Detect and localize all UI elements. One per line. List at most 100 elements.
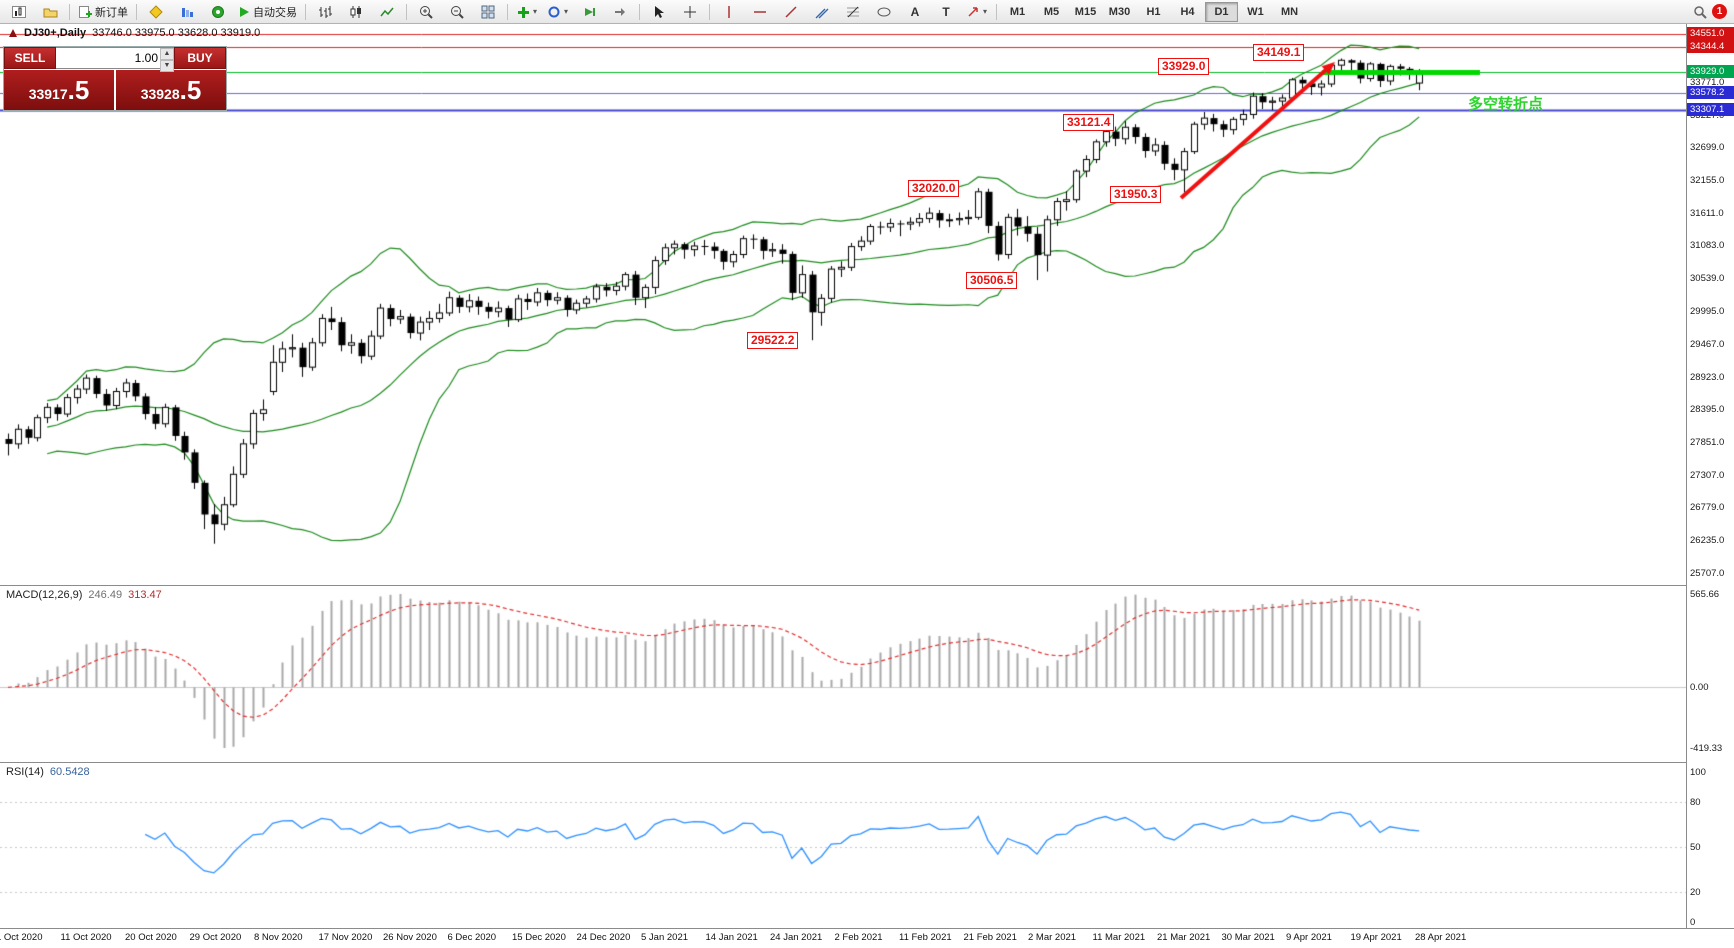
timeframe-button-m30[interactable]: M30: [1108, 5, 1131, 18]
rsi-indicator-label: RSI(14) 60.5428: [6, 766, 90, 778]
sell-button[interactable]: SELL: [4, 47, 56, 69]
price-callout[interactable]: 32020.0: [908, 180, 960, 197]
price-axis-tick: 29467.0: [1690, 338, 1725, 350]
channel-tool[interactable]: [807, 1, 837, 23]
zoom-out-button[interactable]: [442, 1, 472, 23]
timeframe-button-d1[interactable]: D1: [1205, 1, 1238, 22]
timeframe-button-h4[interactable]: H4: [1180, 5, 1195, 18]
line-chart-icon: [380, 7, 394, 16]
buy-price-base: 33928: [140, 86, 180, 102]
terminal-button[interactable]: [203, 1, 233, 23]
time-axis[interactable]: 1 Oct 2020 11 Oct 2020 20 Oct 2020 29 Oct 2…: [0, 929, 1686, 948]
trendline-tool[interactable]: [776, 1, 806, 23]
autotrade-button[interactable]: 自动交易: [234, 1, 301, 23]
price-callout[interactable]: 33121.4: [1063, 114, 1115, 131]
toolbar-separator: [406, 3, 407, 20]
autotrade-label: 自动交易: [253, 6, 297, 19]
auto-scroll-button[interactable]: [574, 1, 604, 23]
time-axis-label: 1 Oct 2020: [0, 932, 43, 943]
arrows-dropdown[interactable]: ▾: [962, 1, 992, 23]
vertical-line-tool[interactable]: [714, 1, 744, 23]
new-chart-button[interactable]: [4, 1, 34, 23]
bar-chart-button[interactable]: [310, 1, 340, 23]
metaeditor-button[interactable]: [141, 1, 171, 23]
time-axis-label: 11 Mar 2021: [1092, 932, 1146, 943]
timeframe-button-w1[interactable]: W1: [1247, 5, 1264, 18]
tile-windows-icon: [481, 5, 495, 18]
horizontal-line-icon: [754, 10, 766, 13]
time-axis-label: 30 Mar 2021: [1221, 932, 1275, 943]
chart-symbol-icon: [9, 29, 17, 37]
price-callout[interactable]: 31950.3: [1110, 186, 1162, 203]
search-icon[interactable]: [1693, 5, 1707, 19]
cursor-tool-button[interactable]: [644, 1, 674, 23]
price-axis-tick: 32699.0: [1690, 141, 1725, 153]
horizontal-line-tool[interactable]: [745, 1, 775, 23]
timeframe-button-m1[interactable]: M1: [1009, 5, 1026, 18]
shapes-tool[interactable]: [869, 1, 899, 23]
volume-up-button[interactable]: ▲: [160, 48, 174, 60]
indicators-dropdown[interactable]: ▾: [512, 1, 542, 23]
timeframe-button-m15[interactable]: M15: [1074, 5, 1097, 18]
bar-chart-icon: [319, 5, 332, 18]
time-axis-label: 17 Nov 2020: [318, 932, 373, 943]
chart-shift-button[interactable]: [605, 1, 635, 23]
rsi-axis-tick: 80: [1690, 797, 1701, 808]
rsi-panel-canvas[interactable]: [0, 763, 1686, 928]
market-watch-button[interactable]: [172, 1, 202, 23]
arrow-tool-icon: [968, 6, 978, 17]
crosshair-tool-button[interactable]: [675, 1, 705, 23]
price-axis-badge: 33307.1: [1687, 102, 1734, 116]
panel-separator[interactable]: [0, 762, 1734, 763]
volume-input[interactable]: [56, 48, 174, 68]
chevron-down-icon: ▾: [563, 7, 568, 16]
zoom-in-button[interactable]: [411, 1, 441, 23]
macd-axis-zero: 0.00: [1690, 682, 1709, 694]
one-click-trading-panel: SELL ▲ ▼ BUY 33917.5 33928.5: [3, 46, 227, 111]
timeframe-button-m5[interactable]: M5: [1043, 5, 1060, 18]
time-axis-label: 2 Mar 2021: [1028, 932, 1077, 943]
cursor-icon: [655, 5, 664, 18]
time-axis-label: 29 Oct 2020: [189, 932, 242, 943]
price-axis-tick: 28395.0: [1690, 403, 1725, 415]
fibonacci-tool[interactable]: [838, 1, 868, 23]
line-chart-button[interactable]: [372, 1, 402, 23]
rsi-axis-tick: 50: [1690, 842, 1701, 853]
price-callout[interactable]: 33929.0: [1158, 58, 1210, 75]
price-callout[interactable]: 29522.2: [747, 332, 799, 349]
price-axis[interactable]: 33771.033227.032699.032155.031611.031083…: [1686, 24, 1734, 928]
price-chart-canvas[interactable]: [0, 24, 1686, 585]
price-callout[interactable]: 34149.1: [1253, 44, 1305, 61]
price-callout[interactable]: 30506.5: [966, 272, 1018, 289]
candlestick-chart-button[interactable]: [341, 1, 371, 23]
timeframe-button-mn[interactable]: MN: [1280, 5, 1299, 18]
price-axis-tick: 27851.0: [1690, 436, 1725, 448]
tile-windows-button[interactable]: [473, 1, 503, 23]
time-axis-label: 9 Apr 2021: [1286, 932, 1332, 943]
label-tool[interactable]: T: [931, 1, 961, 23]
notification-badge[interactable]: 1: [1712, 4, 1727, 19]
profiles-button[interactable]: [35, 1, 65, 23]
macd-panel-canvas[interactable]: [0, 586, 1686, 762]
toolbar-right-group: 1: [1693, 4, 1730, 19]
buy-price[interactable]: 33928.5: [116, 70, 226, 110]
new-order-button[interactable]: 新订单: [74, 1, 132, 23]
volume-down-button[interactable]: ▼: [160, 60, 174, 72]
channel-icon: [815, 8, 829, 18]
one-click-top-row: SELL ▲ ▼ BUY: [4, 47, 226, 72]
turning-point-label[interactable]: 多空转折点: [1468, 96, 1544, 113]
price-axis-badge: 34551.0: [1687, 27, 1734, 41]
shapes-icon: [877, 7, 891, 16]
sell-price-base: 33917: [28, 86, 68, 102]
timeframe-button-h1[interactable]: H1: [1146, 5, 1161, 18]
trendline-icon: [785, 5, 797, 18]
buy-button[interactable]: BUY: [174, 47, 226, 69]
text-tool[interactable]: A: [900, 1, 930, 23]
candlestick-chart-icon: [350, 5, 361, 18]
zoom-in-icon: [420, 5, 433, 19]
objects-dropdown[interactable]: ▾: [543, 1, 573, 23]
sell-price[interactable]: 33917.5: [4, 70, 114, 110]
panel-separator[interactable]: [0, 585, 1734, 586]
rsi-name: RSI(14): [6, 766, 44, 778]
chevron-down-icon: ▾: [532, 7, 537, 16]
